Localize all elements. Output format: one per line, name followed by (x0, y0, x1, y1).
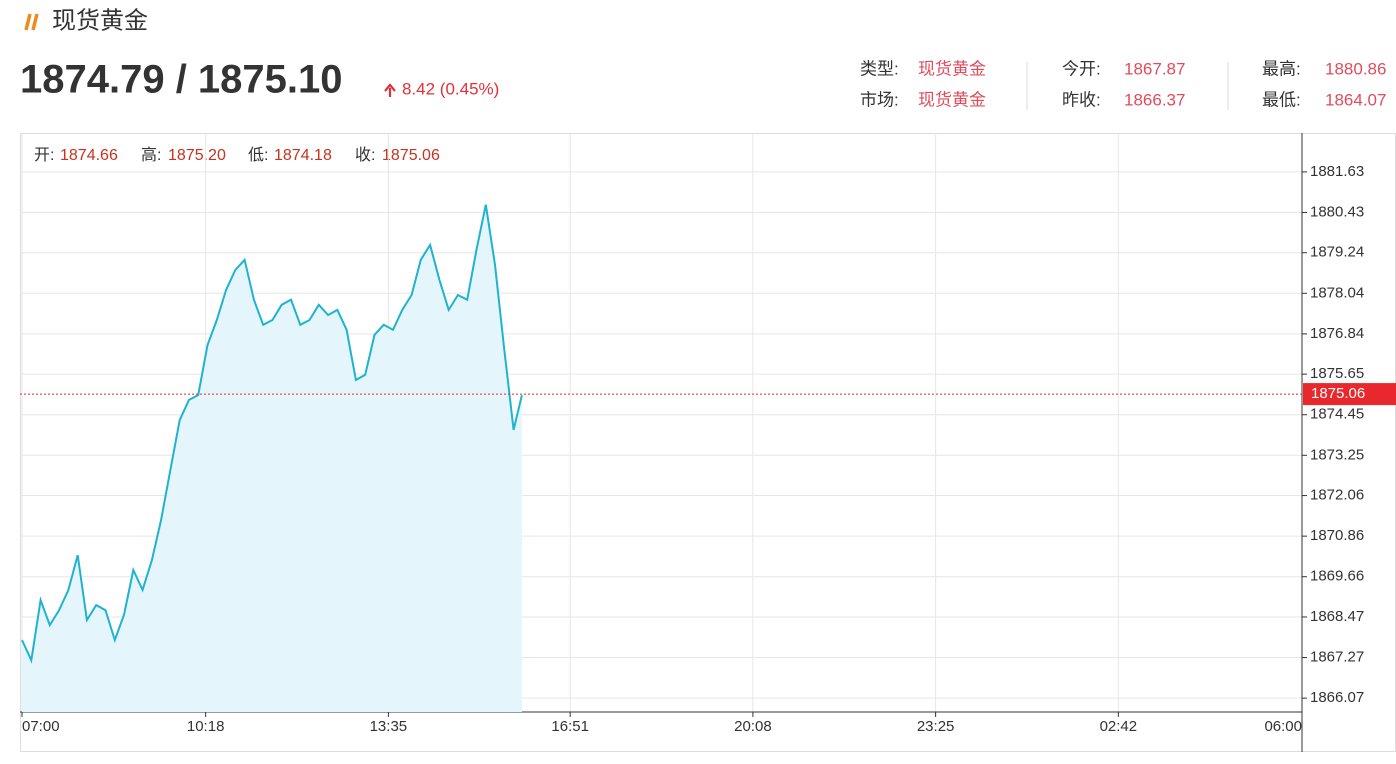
x-tick-label: 23:25 (917, 718, 955, 735)
x-tick-label: 07:00 (22, 718, 60, 735)
ohlc-value: 1875.06 (382, 147, 440, 164)
info-value: 现货黄金 (918, 90, 986, 109)
area-fill (22, 204, 522, 712)
up-arrow (384, 83, 396, 97)
info-value: 1867.87 (1124, 59, 1185, 78)
info-value: 1866.37 (1124, 90, 1185, 109)
y-tick-label: 1876.84 (1310, 325, 1364, 342)
y-tick-label: 1868.47 (1310, 608, 1364, 625)
ohlc-value: 1875.20 (168, 147, 226, 164)
x-tick-label: 10:18 (187, 718, 225, 735)
ohlc-value: 1874.66 (60, 147, 118, 164)
title: 现货黄金 (52, 7, 148, 34)
change: 8.42 (0.45%) (402, 79, 499, 98)
info-value: 现货黄金 (918, 59, 986, 78)
x-tick-label: 13:35 (370, 718, 408, 735)
current-label: 1875.06 (1311, 385, 1365, 402)
x-tick-label: 06:00 (1264, 718, 1302, 735)
price: 1874.79 / 1875.10 (20, 58, 343, 102)
y-tick-label: 1866.07 (1310, 689, 1364, 706)
current-box (1303, 383, 1396, 406)
y-tick-label: 1875.65 (1310, 365, 1364, 382)
info-label: 最低: (1262, 90, 1301, 109)
logo-icon (24, 13, 39, 31)
y-tick-label: 1880.43 (1310, 203, 1364, 220)
ohlc-label: 低: (248, 146, 268, 164)
y-tick-label: 1878.04 (1310, 284, 1364, 301)
x-tick-label: 20:08 (734, 718, 772, 735)
info-value: 1864.07 (1325, 90, 1386, 109)
y-tick-label: 1870.86 (1310, 527, 1364, 544)
price-line (21, 204, 523, 664)
y-tick-label: 1867.27 (1310, 649, 1364, 666)
x-tick-label: 02:42 (1100, 718, 1138, 735)
y-tick-label: 1874.45 (1310, 406, 1364, 423)
info-value: 1880.86 (1325, 59, 1386, 78)
info-label: 昨收: (1062, 90, 1101, 109)
y-tick-label: 1873.25 (1310, 446, 1364, 463)
y-tick-label: 1869.66 (1310, 568, 1364, 585)
info-label: 最高: (1262, 59, 1301, 78)
info-label: 市场: (860, 90, 899, 109)
x-tick-label: 16:51 (551, 718, 589, 735)
ohlc-label: 高: (141, 146, 161, 164)
y-tick-label: 1872.06 (1310, 487, 1364, 504)
ohlc-label: 开: (34, 147, 54, 164)
info-label: 今开: (1062, 59, 1101, 78)
y-tick-label: 1879.24 (1310, 244, 1364, 261)
info-label: 类型: (860, 59, 899, 78)
ohlc-label: 收: (355, 146, 375, 164)
y-tick-label: 1881.63 (1310, 163, 1364, 180)
ohlc-value: 1874.18 (274, 147, 332, 164)
